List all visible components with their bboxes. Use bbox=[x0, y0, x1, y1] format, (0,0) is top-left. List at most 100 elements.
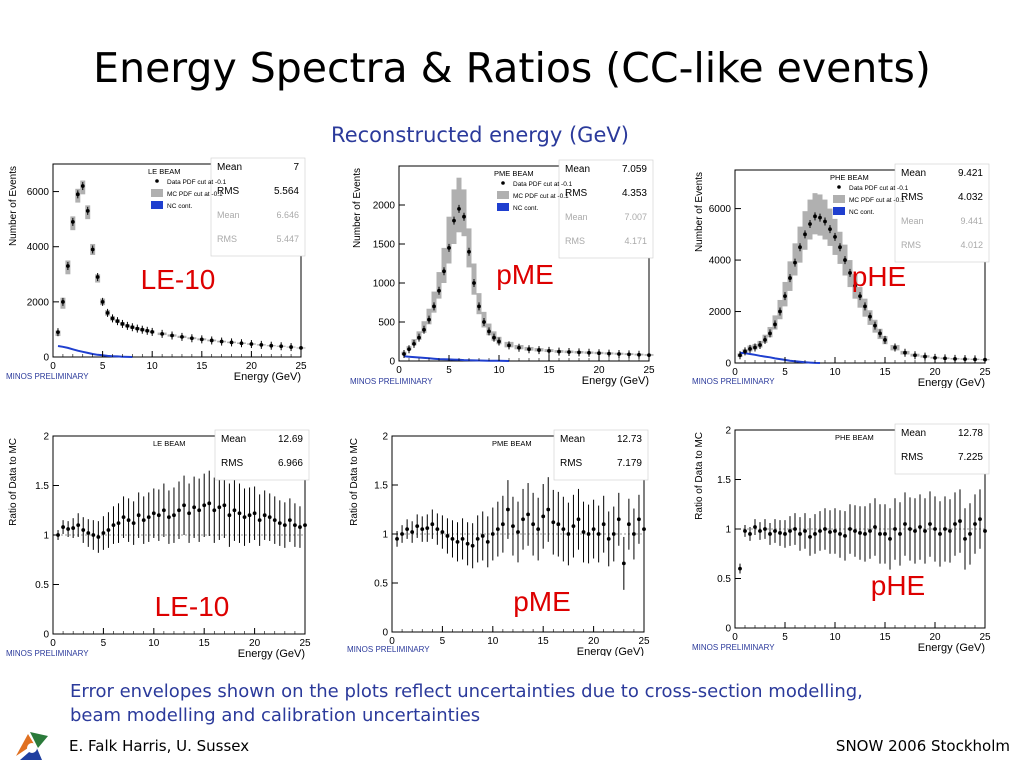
data-point bbox=[189, 336, 194, 341]
y-tick-label: 0.5 bbox=[35, 580, 49, 591]
data-point bbox=[106, 528, 111, 532]
stats-key: Mean bbox=[560, 434, 585, 445]
x-tick-label: 20 bbox=[249, 638, 261, 649]
legend: Data PDF cut at -0.1 MC PDF cut at -0.1 NC… bbox=[497, 181, 573, 212]
data-point bbox=[788, 529, 792, 533]
data-point bbox=[507, 343, 511, 348]
data-point bbox=[455, 539, 460, 544]
data-point bbox=[61, 299, 65, 304]
x-tick-label: 20 bbox=[246, 361, 258, 372]
data-point bbox=[577, 350, 581, 355]
data-point bbox=[427, 317, 431, 322]
data-point bbox=[242, 515, 247, 520]
data-point bbox=[893, 527, 897, 531]
data-point bbox=[576, 517, 581, 522]
stats-key: Mean bbox=[901, 428, 926, 439]
x-tick-label: 5 bbox=[100, 361, 106, 372]
y-tick-label: 2000 bbox=[373, 201, 396, 212]
data-point bbox=[395, 537, 399, 541]
data-point bbox=[407, 347, 411, 352]
data-point bbox=[299, 346, 303, 350]
data-point bbox=[828, 227, 832, 232]
data-point bbox=[126, 518, 131, 523]
data-point bbox=[415, 524, 420, 529]
data-point bbox=[823, 527, 827, 531]
caption-line-1: Error envelopes shown on the plots refle… bbox=[70, 681, 863, 702]
chart-panel-pme-ratio: 0 5 10 15 20 25 0 0.5 1 1.5 2 Energy (GeV) Ratio of … bbox=[344, 426, 676, 656]
data-point bbox=[923, 354, 927, 359]
data-point bbox=[450, 537, 455, 541]
data-point bbox=[445, 534, 450, 538]
data-point bbox=[778, 531, 782, 535]
data-point bbox=[813, 532, 817, 536]
data-point bbox=[71, 526, 76, 530]
data-point bbox=[773, 322, 777, 327]
legend-swatch-mc bbox=[833, 195, 845, 203]
data-point bbox=[440, 530, 445, 534]
data-point bbox=[838, 245, 842, 250]
stats-key: Mean bbox=[901, 216, 924, 226]
minos-preliminary-watermark: MINOS PRELIMINARY bbox=[347, 645, 430, 654]
data-point bbox=[85, 208, 90, 213]
data-point bbox=[447, 246, 451, 250]
data-point bbox=[823, 219, 827, 224]
data-point bbox=[617, 352, 621, 356]
stats-key: RMS bbox=[901, 452, 924, 463]
data-point bbox=[848, 271, 852, 275]
data-point bbox=[768, 331, 772, 336]
stats-value: 4.032 bbox=[958, 192, 983, 203]
stats-value: 7.059 bbox=[622, 164, 647, 175]
y-tick-label: 0 bbox=[725, 359, 731, 370]
data-point bbox=[267, 515, 272, 520]
y-tick-label: 6000 bbox=[709, 204, 732, 215]
y-axis-label: Ratio of Data to MC bbox=[694, 432, 705, 520]
chart-le-spectrum: 0 5 10 15 20 25 0 2000 4000 6000 Energy (GeV) Numbe… bbox=[6, 157, 307, 383]
data-point bbox=[958, 519, 962, 523]
stats-key: Mean bbox=[565, 212, 588, 222]
data-point bbox=[516, 530, 520, 534]
data-point bbox=[868, 529, 872, 533]
data-point bbox=[738, 353, 742, 358]
data-point bbox=[96, 535, 101, 539]
y-tick-label: 1 bbox=[725, 525, 731, 536]
data-point bbox=[135, 326, 140, 331]
stats-value: 9.421 bbox=[958, 168, 983, 179]
data-point bbox=[475, 537, 480, 541]
chart-panel-le-spectrum: 0 5 10 15 20 25 0 2000 4000 6000 Energy (GeV) Numbe… bbox=[3, 155, 335, 383]
slide-title: Energy Spectra & Ratios (CC-like events) bbox=[93, 44, 931, 92]
data-point bbox=[75, 192, 80, 197]
stats-key: Mean bbox=[217, 162, 242, 173]
chart-phe-ratio: 0 5 10 15 20 25 0 0.5 1 1.5 2 Energy (GeV) Ratio of … bbox=[692, 423, 991, 654]
x-tick-label: 10 bbox=[829, 367, 841, 378]
data-point bbox=[923, 529, 927, 533]
legend: Data PDF cut at -0.1 MC PDF cut at -0.1 NC… bbox=[833, 185, 909, 216]
data-point bbox=[878, 532, 882, 536]
x-axis-label: Energy (GeV) bbox=[918, 377, 985, 388]
y-tick-label: 2 bbox=[382, 432, 388, 443]
legend-label: Data PDF cut at -0.1 bbox=[513, 181, 573, 188]
stats-value: 4.171 bbox=[624, 236, 647, 246]
chart-panel-pme-spectrum: 0 5 10 15 20 25 0 500 1000 1500 2000 Energy (GeV) Nu… bbox=[347, 155, 679, 388]
data-point bbox=[943, 356, 947, 361]
y-axis-label: Number of Events bbox=[694, 172, 705, 252]
stats-key: Mean bbox=[221, 434, 246, 445]
y-tick-label: 500 bbox=[378, 318, 395, 329]
data-point bbox=[412, 341, 416, 346]
data-point bbox=[898, 532, 902, 536]
data-point bbox=[738, 566, 742, 571]
x-tick-label: 20 bbox=[929, 632, 941, 643]
data-point bbox=[272, 518, 277, 523]
legend-label: NC cont. bbox=[849, 209, 874, 216]
data-point bbox=[903, 350, 907, 355]
data-point bbox=[531, 522, 536, 527]
legend-label: NC cont. bbox=[513, 205, 538, 212]
slide-subtitle: Reconstructed energy (GeV) bbox=[331, 123, 629, 147]
data-point bbox=[903, 522, 907, 526]
data-point bbox=[209, 338, 214, 343]
minos-logo-icon bbox=[16, 732, 48, 760]
data-point bbox=[239, 341, 244, 346]
x-tick-label: 15 bbox=[879, 367, 891, 378]
data-point bbox=[586, 532, 591, 536]
x-tick-label: 0 bbox=[389, 636, 395, 647]
data-point bbox=[758, 343, 762, 347]
